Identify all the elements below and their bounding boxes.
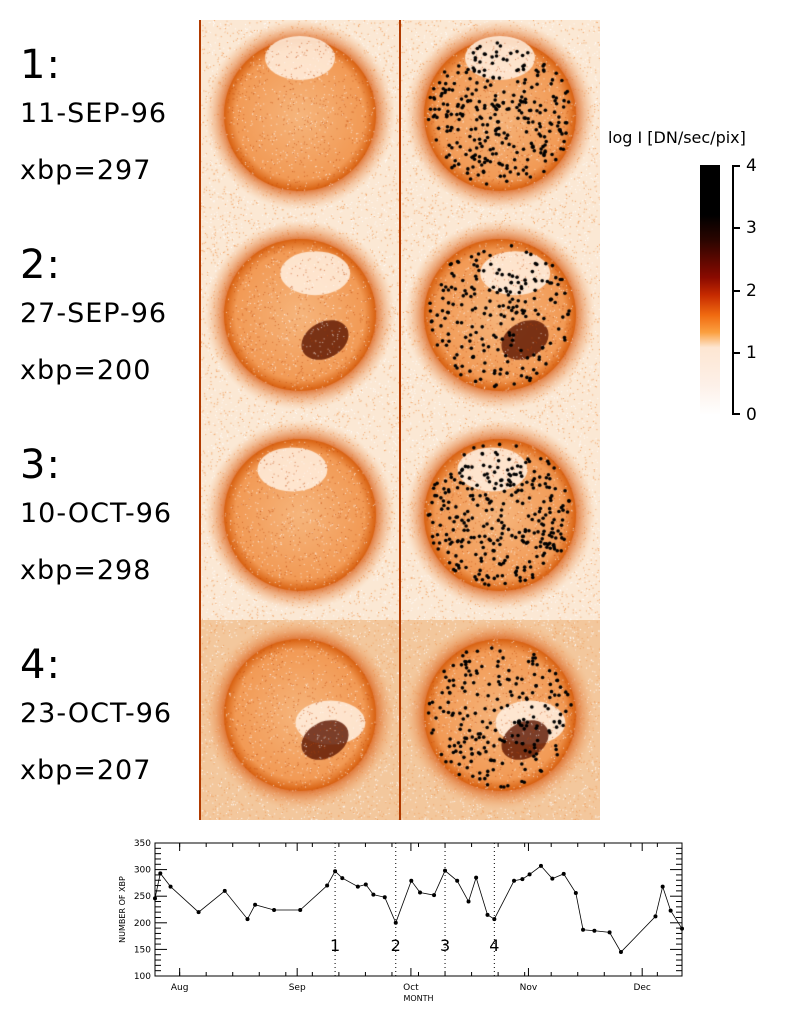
- data-point: [653, 914, 658, 919]
- plot-frame: [154, 842, 683, 977]
- data-point: [581, 927, 586, 932]
- colorbar-tick: [732, 352, 740, 354]
- data-point: [561, 871, 566, 876]
- data-point: [418, 890, 423, 895]
- colorbar-tick-label: 4: [746, 156, 757, 176]
- y-tick-label: 100: [134, 972, 151, 982]
- data-point: [660, 884, 665, 889]
- data-point: [538, 863, 543, 868]
- y-tick-label: 200: [134, 919, 151, 929]
- panel-xbp-count: xbp=297: [20, 155, 152, 186]
- y-tick-label: 150: [134, 945, 151, 955]
- data-point: [520, 877, 525, 882]
- colorbar-tick-label: 0: [746, 405, 757, 425]
- panel-index: 2:: [20, 242, 61, 288]
- data-point: [333, 869, 338, 874]
- data-point: [168, 884, 173, 889]
- data-point: [298, 908, 303, 913]
- colorbar-tick: [732, 413, 740, 415]
- solar-image-with-xbp-detections: [400, 220, 600, 420]
- colorbar-tick-label: 2: [746, 281, 757, 301]
- data-point: [432, 893, 437, 898]
- solar-image-raw: [200, 220, 400, 420]
- panel-date: 11-SEP-96: [20, 98, 168, 129]
- panel-date: 10-OCT-96: [20, 498, 173, 529]
- data-point: [618, 950, 623, 955]
- y-tick-label: 300: [134, 866, 151, 876]
- data-point: [355, 884, 360, 889]
- panel-date: 27-SEP-96: [20, 298, 168, 329]
- data-point: [573, 891, 578, 896]
- x-tick-label: Aug: [171, 983, 189, 993]
- colorbar-tick: [732, 227, 740, 229]
- data-point: [607, 930, 612, 935]
- y-tick-label: 350: [134, 839, 151, 849]
- data-point: [153, 896, 157, 901]
- panel-index: 3:: [20, 442, 61, 488]
- colorbar-tick: [732, 290, 740, 292]
- y-axis-label: NUMBER OF XBP: [118, 876, 127, 943]
- data-point: [512, 878, 517, 883]
- data-point: [222, 888, 227, 893]
- colorbar: [700, 165, 720, 415]
- marker-label: 1: [330, 936, 340, 955]
- solar-image-with-xbp-detections: [400, 20, 600, 220]
- data-point: [158, 871, 163, 876]
- image-divider: [199, 20, 201, 820]
- data-point: [340, 876, 345, 881]
- panel-index: 1:: [20, 42, 61, 88]
- y-tick-label: 250: [134, 892, 151, 902]
- colorbar-tick: [732, 165, 740, 167]
- colorbar-tick-label: 1: [746, 343, 757, 363]
- data-point: [592, 928, 597, 933]
- data-point: [492, 917, 497, 922]
- data-point: [550, 876, 555, 881]
- marker-label: 3: [440, 936, 450, 955]
- panel-date: 23-OCT-96: [20, 698, 173, 729]
- data-point: [371, 892, 376, 897]
- data-point: [474, 875, 479, 880]
- data-point: [485, 912, 490, 917]
- x-tick-label: Sep: [289, 983, 306, 993]
- solar-image-raw: [200, 20, 400, 220]
- colorbar-title: log I [DN/sec/pix]: [608, 128, 746, 147]
- data-point: [325, 883, 330, 888]
- x-tick-label: Dec: [633, 983, 650, 993]
- xbp-series-line: [154, 865, 683, 953]
- colorbar-tick-label: 3: [746, 218, 757, 238]
- data-point: [680, 926, 684, 931]
- marker-label: 2: [391, 936, 401, 955]
- panel-xbp-count: xbp=298: [20, 555, 152, 586]
- solar-image-with-xbp-detections: [400, 620, 600, 820]
- solar-image-raw: [200, 620, 400, 820]
- data-point: [196, 910, 201, 915]
- panel-xbp-count: xbp=200: [20, 355, 152, 386]
- data-point: [668, 908, 673, 913]
- x-tick-label: Nov: [520, 983, 538, 993]
- panel-index: 4:: [20, 642, 61, 688]
- data-point: [466, 899, 471, 904]
- x-tick-label: Oct: [403, 983, 419, 993]
- x-axis-label: MONTH: [403, 994, 433, 1003]
- data-point: [382, 895, 387, 900]
- panel-xbp-count: xbp=207: [20, 755, 152, 786]
- data-point: [245, 917, 250, 922]
- data-point: [527, 872, 532, 877]
- data-point: [393, 920, 398, 925]
- data-point: [443, 868, 448, 873]
- data-point: [455, 878, 460, 883]
- data-point: [363, 882, 368, 887]
- marker-label: 4: [489, 936, 499, 955]
- xbp-count-chart: 100 150 200 250 300 350 Aug Sep Oct Nov Dec MONTH NU…: [118, 839, 684, 1003]
- data-point: [272, 908, 277, 913]
- data-point: [409, 878, 414, 883]
- image-divider: [399, 20, 401, 820]
- solar-image-with-xbp-detections: [400, 420, 600, 620]
- solar-image-raw: [200, 420, 400, 620]
- data-point: [253, 902, 258, 907]
